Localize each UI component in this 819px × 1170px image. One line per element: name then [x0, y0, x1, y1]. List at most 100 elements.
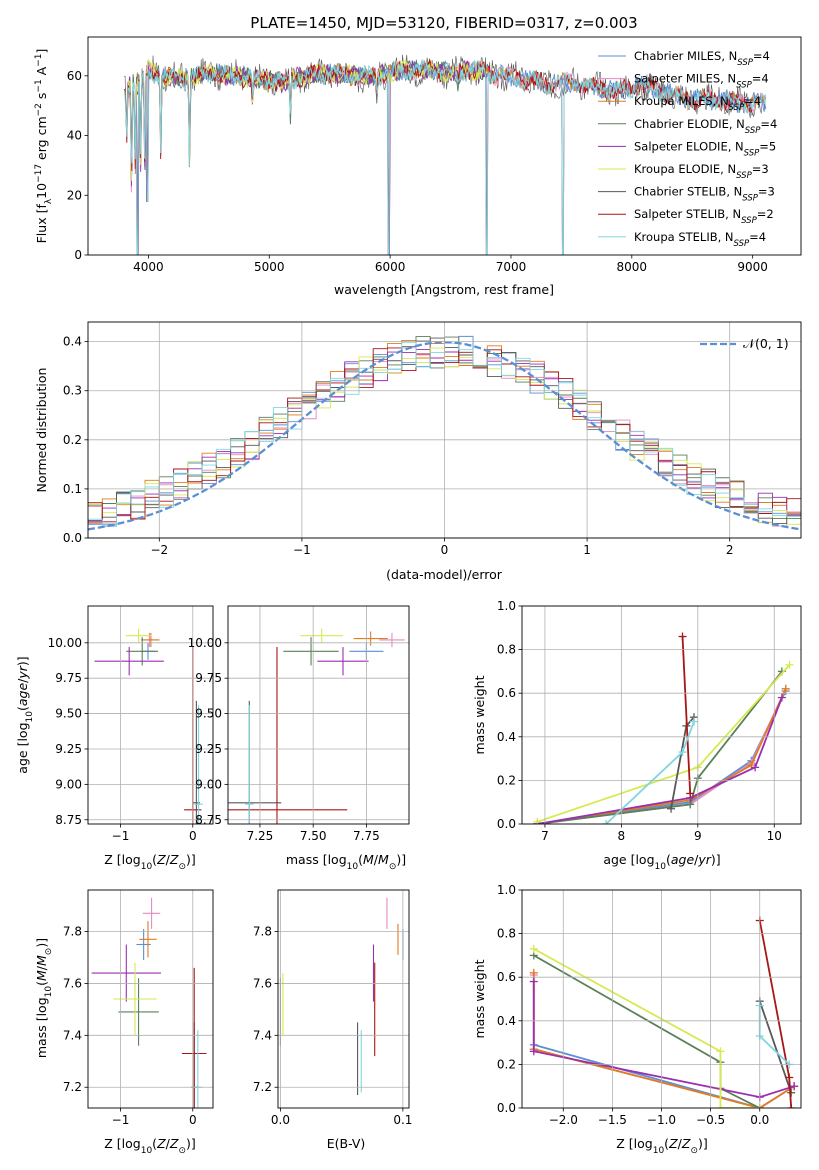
- weight-line-cMILES: [533, 1043, 795, 1108]
- legend-text: Salpeter STELIB, N: [634, 207, 741, 221]
- weight-marker: [529, 944, 538, 953]
- label-part: M: [378, 852, 389, 867]
- y-tick-label: 20: [67, 188, 82, 202]
- legend-sub: SSP: [729, 103, 745, 113]
- legend-label-sSTELIB: Salpeter STELIB, NSSP=2: [634, 207, 774, 226]
- legend-sub: SSP: [741, 216, 757, 226]
- errorbar-sSTELIB: [181, 967, 207, 1108]
- label-part: ⊙: [178, 862, 186, 872]
- y-tick-label: 7.2: [63, 1080, 82, 1094]
- label-part: )]: [396, 852, 406, 867]
- y-tick-label: 9.00: [55, 777, 82, 791]
- label-part: 10: [653, 1146, 665, 1156]
- y-tick-label: 0.6: [497, 970, 516, 984]
- spectrum-x-label: wavelength [Angstrom, rest frame]: [334, 282, 554, 297]
- Z-x-label-1: Z [log10(Z/Z⊙)]: [104, 852, 196, 872]
- y-tick-label: 8.75: [195, 813, 222, 827]
- y-tick-label: 0.1: [63, 482, 82, 496]
- axes-frame: [87, 605, 214, 825]
- label-part: 10: [655, 862, 667, 872]
- Z-x-label-3: Z [log10(Z/Z⊙)]: [616, 1136, 708, 1156]
- legend-label-cELODIE: Chabrier ELODIE, NSSP=4: [634, 117, 777, 136]
- spectrum-axes: 4000 5000 6000 7000 8000 9000 0 20 40 60: [67, 36, 802, 274]
- legend-label-cMILES: Chabrier MILES, NSSP=4: [634, 49, 770, 68]
- legend-text: Kroupa MILES, N: [634, 94, 729, 108]
- label-part: Z: [681, 1136, 691, 1151]
- errorbar-kSTELIB: [194, 705, 203, 824]
- legend-sub: SSP: [745, 126, 761, 136]
- spectrum-title: PLATE=1450, MJD=53120, FIBERID=0317, z=0…: [250, 14, 637, 32]
- legend-text: Salpeter ELODIE, N: [634, 139, 744, 153]
- y-tick-label: 0.2: [63, 433, 82, 447]
- legend-label-kMILES: Kroupa MILES, NSSP=4: [634, 94, 761, 113]
- label-part: (: [152, 1136, 157, 1151]
- legend-label-kSTELIB: Kroupa STELIB, NSSP=4: [634, 230, 766, 249]
- axes-frame: [87, 889, 214, 1109]
- y-tick-label: 1.0: [497, 599, 516, 613]
- spectrum-line-kSTELIB: [123, 59, 766, 255]
- legend-text: Chabrier STELIB, N: [634, 185, 742, 199]
- label-part: Z [log: [104, 1136, 140, 1151]
- y-tick-label: 9.50: [55, 707, 82, 721]
- y-tick-label: 7.2: [253, 1080, 272, 1094]
- errorbar-kMILES: [139, 921, 157, 958]
- weight-series-kMILES: [529, 968, 799, 1108]
- age_vs_Z-axes: −1 0 8.75 9.00 9.25 9.50 9.75 10.00: [48, 605, 214, 843]
- y-tick-label: 0.0: [497, 1101, 516, 1115]
- label-part: )]: [698, 1136, 708, 1151]
- label-part: 10: [347, 862, 359, 872]
- label-part: /: [166, 852, 171, 867]
- label-part: M: [363, 852, 374, 867]
- weight-series-sSTELIB: [678, 632, 695, 798]
- legend-val: =4: [760, 117, 777, 131]
- weight-line-cSTELIB: [758, 1000, 793, 1094]
- label-part: 10: [25, 711, 35, 723]
- label-part: )]: [34, 938, 49, 948]
- errorbar-cMILES: [136, 928, 151, 961]
- weight-marker: [751, 763, 760, 772]
- errorbar-sMILES: [142, 897, 161, 929]
- y-tick-label: 7.8: [63, 925, 82, 939]
- errorbar-sSTELIB: [228, 647, 348, 824]
- weight-marker: [529, 968, 538, 977]
- legend-val: =5: [759, 139, 776, 153]
- weight-marker: [533, 817, 542, 824]
- weight-line-kELODIE: [537, 664, 791, 823]
- errorbar-kMILES: [353, 631, 388, 646]
- mass_vs_EBV-axes: 0.0 0.1 7.2 7.4 7.6 7.8: [253, 889, 412, 1127]
- weight_vs_Z-axes: −2.0 −1.5 −1.0 −0.5 0.0 0.0 0.2 0.4 0.6 0.8 1.0: [497, 883, 802, 1127]
- x-tick-label: 0.0: [271, 1113, 290, 1127]
- spectrum-line-cELODIE: [125, 59, 488, 255]
- y-tick-label: 10.00: [188, 636, 222, 650]
- weight-series-kELODIE: [529, 944, 764, 1108]
- y-tick-label: 7.4: [253, 1028, 272, 1042]
- errorbar-kMILES: [142, 632, 160, 648]
- errorbar-kELODIE: [300, 628, 343, 643]
- x-tick-label: 2: [726, 543, 734, 557]
- weight-line-kMILES: [537, 688, 787, 824]
- y-tick-label: 0.4: [497, 1014, 516, 1028]
- label-part: mass [log: [286, 852, 347, 867]
- x-tick-label: −1.0: [647, 1113, 676, 1127]
- label-part: A: [34, 66, 49, 79]
- y-tick-label: 0.4: [497, 730, 516, 744]
- y-tick-label: 9.00: [195, 777, 222, 791]
- weight-marker: [667, 804, 676, 813]
- x-tick-label: 0.0: [750, 1113, 769, 1127]
- weight-marker: [678, 632, 687, 641]
- axes-frame: [87, 321, 802, 539]
- legend-sub: SSP: [742, 194, 758, 204]
- label-part: 10: [141, 862, 153, 872]
- weight-marker: [785, 660, 794, 669]
- weight-line-sELODIE: [537, 697, 783, 824]
- legend-val: =4: [753, 49, 770, 63]
- weight-marker: [790, 1082, 799, 1091]
- weight-line-sMILES: [532, 975, 795, 1108]
- legend-val: =3: [752, 162, 769, 176]
- legend-label-sELODIE: Salpeter ELODIE, NSSP=5: [634, 139, 776, 158]
- weight-marker: [602, 820, 611, 824]
- y-tick-label: 0.0: [63, 531, 82, 545]
- legend-sub: SSP: [736, 171, 752, 181]
- y-tick-label: 7.6: [253, 976, 272, 990]
